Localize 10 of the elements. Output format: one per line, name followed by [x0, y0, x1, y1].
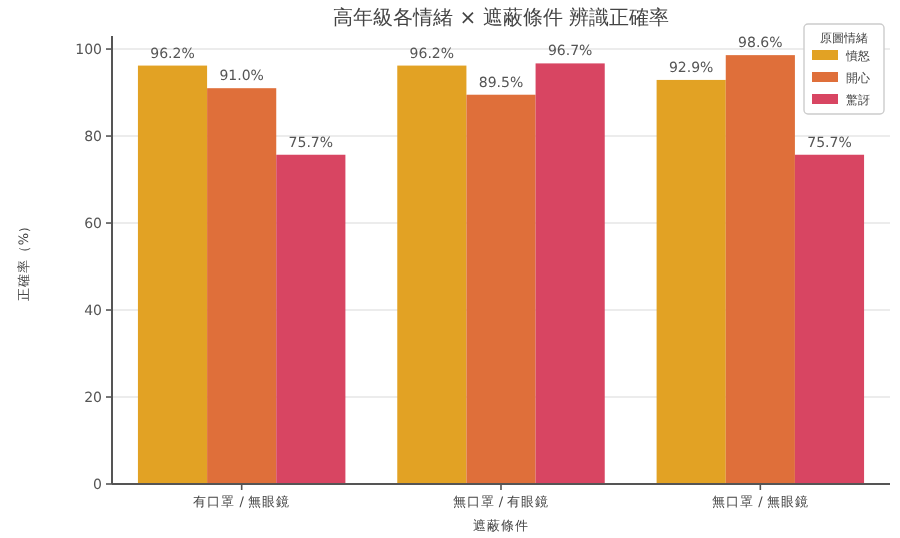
- bar: [137, 65, 208, 484]
- bar: [656, 79, 726, 484]
- bar: [725, 55, 795, 484]
- bar: [207, 88, 277, 484]
- bar: [535, 63, 605, 484]
- bar: [397, 65, 467, 484]
- bar: [794, 154, 865, 484]
- bar: [466, 94, 536, 484]
- chart-title: 高年級各情緒 × 遮蔽條件 辨識正確率: [333, 6, 669, 30]
- bar: [276, 154, 346, 484]
